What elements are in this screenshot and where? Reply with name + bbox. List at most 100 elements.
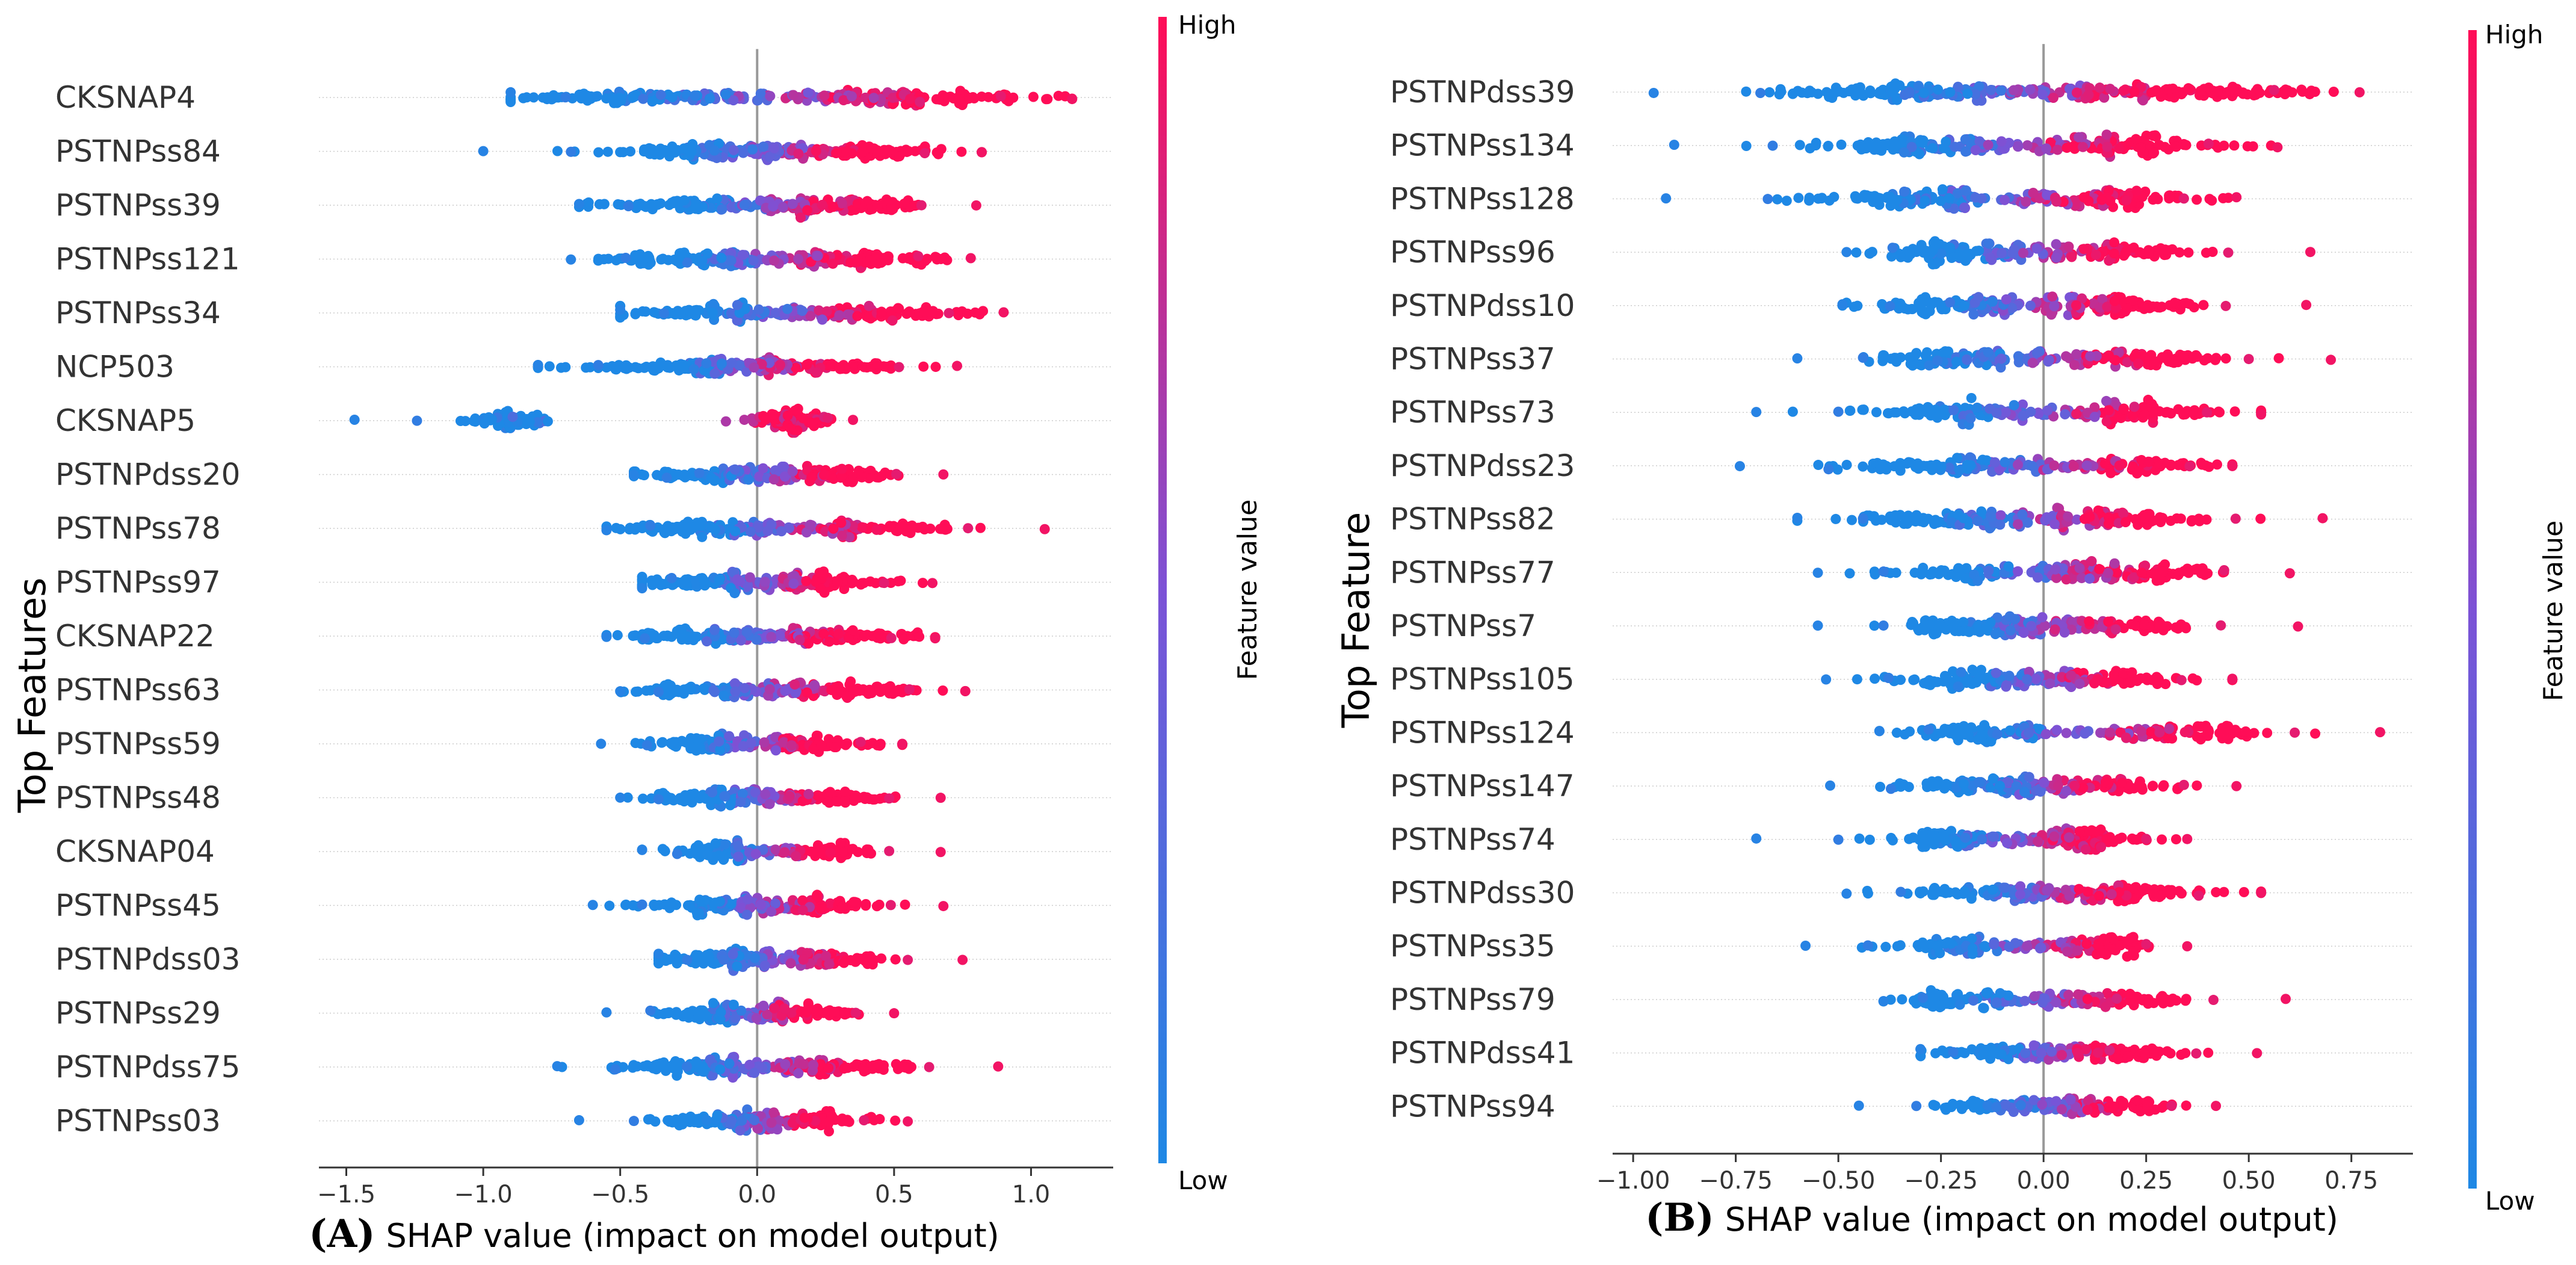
panel-a-shap-point	[766, 519, 777, 530]
panel-a-shap-point	[873, 628, 884, 639]
panel-a-shap-point	[555, 362, 566, 373]
panel-a-feature-label: PSTNPss03	[55, 1104, 221, 1139]
panel-a-shap-point	[886, 205, 897, 215]
panel-a-shap-point	[628, 900, 638, 911]
panel-a-shap-point	[904, 684, 915, 694]
panel-b-shap-point	[2083, 90, 2094, 101]
panel-a-shap-point	[784, 791, 795, 802]
panel-b-shap-point	[2049, 301, 2060, 312]
panel-a-shap-point	[785, 958, 796, 969]
panel-b-chart: PSTNPdss39PSTNPss134PSTNPss128PSTNPss96P…	[1334, 20, 2569, 1240]
panel-a-shap-point	[720, 89, 731, 100]
panel-b-shap-point	[2048, 93, 2059, 104]
panel-a-x-tick-label: 0.5	[875, 1181, 913, 1208]
panel-a-shap-point	[729, 464, 740, 475]
panel-a-shap-point	[661, 1007, 672, 1018]
panel-a-shap-point	[792, 253, 803, 264]
panel-b-shap-point	[2114, 143, 2125, 154]
panel-a-shap-point	[633, 363, 644, 374]
panel-a-shap-point	[803, 788, 814, 799]
panel-a-shap-point	[656, 254, 667, 265]
panel-a-shap-point	[842, 1062, 853, 1073]
panel-a-shap-point	[862, 847, 873, 858]
panel-a-shap-point	[688, 364, 699, 375]
panel-b-shap-point	[1947, 252, 1958, 262]
panel-a-shap-point	[885, 900, 896, 911]
panel-a-shap-point	[770, 844, 781, 855]
panel-a-shap-point	[917, 578, 928, 589]
panel-a-shap-point	[728, 144, 739, 155]
panel-a-shap-point	[751, 1013, 762, 1024]
panel-a-shap-point	[806, 472, 817, 483]
panel-a-shap-point	[827, 258, 838, 269]
panel-a-shap-point	[744, 572, 755, 583]
panel-a-shap-point	[662, 794, 673, 805]
panel-a-shap-point	[702, 1115, 712, 1125]
panel-b-shap-point	[2121, 195, 2132, 206]
panel-a-shap-point	[897, 518, 908, 529]
panel-b-shap-point	[1904, 87, 1915, 97]
panel-a-shap-point	[740, 682, 750, 693]
panel-b-shap-point	[2096, 194, 2107, 205]
panel-a-feature-label: CKSNAP4	[55, 80, 196, 115]
panel-b-shap-point	[2183, 83, 2194, 94]
panel-b-shap-point	[2078, 244, 2089, 255]
panel-b-shap-point	[2272, 142, 2283, 153]
panel-b-shap-point	[2309, 87, 2320, 97]
panel-b-shap-point	[1889, 81, 1900, 91]
panel-a-shap-point	[963, 523, 974, 534]
panel-b-shap-point	[2213, 142, 2223, 153]
panel-b-shap-point	[1987, 296, 1998, 307]
panel-a-shap-point	[507, 412, 518, 422]
panel-a-shap-point	[888, 688, 898, 699]
panel-b-shap-point	[2354, 87, 2365, 97]
panel-a-shap-point	[658, 631, 669, 642]
panel-a-shap-point	[874, 1059, 885, 1069]
panel-a-shap-point	[694, 305, 705, 316]
panel-a-shap-point	[793, 1068, 804, 1078]
panel-b-shap-point	[2051, 239, 2062, 250]
panel-a-shap-point	[853, 465, 864, 476]
panel-a-shap-point	[667, 1117, 678, 1128]
panel-a-shap-point	[805, 519, 816, 530]
panel-a-shap-point	[852, 256, 863, 267]
panel-a-shap-point	[601, 525, 612, 536]
panel-a-shap-point	[732, 300, 743, 311]
panel-a-shap-point	[936, 144, 947, 155]
panel-b-shap-point	[1762, 194, 1773, 205]
panel-a-feature-label: PSTNPss29	[55, 996, 221, 1031]
panel-a-shap-point	[855, 737, 866, 747]
panel-b-shap-point	[1764, 87, 1775, 97]
panel-b-shap-point	[1781, 196, 1792, 206]
panel-a-shap-point	[900, 899, 910, 910]
panel-a-shap-point	[681, 580, 692, 591]
panel-a-shap-point	[724, 1058, 735, 1069]
panel-a-shap-point	[850, 1007, 861, 1018]
panel-b-shap-point	[2090, 249, 2101, 260]
panel-a-shap-point	[777, 202, 788, 212]
panel-a-shap-point	[607, 92, 617, 103]
panel-b-shap-point	[2203, 138, 2214, 149]
panel-a-shap-point	[602, 146, 613, 157]
panel-a-shap-point	[750, 849, 761, 859]
panel-a-shap-point	[573, 199, 584, 209]
panel-a-shap-point	[542, 416, 553, 427]
panel-a-shap-point	[925, 524, 936, 534]
panel-a-shap-point	[751, 634, 762, 645]
panel-a-shap-point	[544, 361, 555, 372]
panel-a-feature-label: PSTNPss59	[55, 726, 221, 761]
panel-a-feature-label: PSTNPdss75	[55, 1050, 240, 1084]
panel-a-shap-point	[615, 147, 626, 158]
panel-a-feature-label: CKSNAP04	[55, 834, 215, 869]
panel-a-shap-point	[687, 139, 698, 150]
panel-b-shap-point	[2069, 359, 2080, 370]
panel-a-shap-point	[737, 250, 748, 261]
panel-a-shap-point	[715, 1064, 726, 1075]
panel-a-shap-point	[738, 147, 749, 158]
panel-a-shap-point	[412, 415, 422, 426]
panel-a-shap-point	[842, 738, 853, 749]
panel-a-shap-point	[764, 152, 775, 162]
panel-a-shap-point	[874, 472, 885, 483]
panel-b-shap-point	[1741, 86, 1752, 97]
panel-a-shap-point	[998, 307, 1009, 318]
